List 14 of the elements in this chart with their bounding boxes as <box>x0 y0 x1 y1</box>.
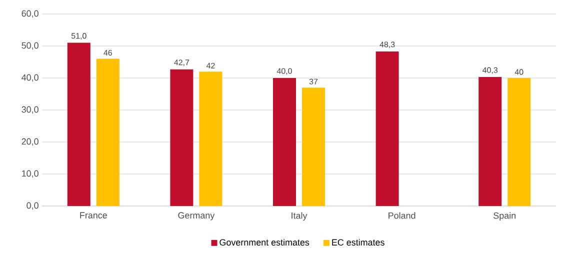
x-tick-label: France <box>80 212 107 218</box>
y-tick-label: 20,0 <box>22 138 38 146</box>
y-tick-label: 0,0 <box>26 202 38 210</box>
x-tick-label: Poland <box>388 212 416 219</box>
x-tick-label: Spain <box>494 212 516 221</box>
y-tick-label: 10,0 <box>22 170 38 178</box>
y-tick-label: 50,0 <box>22 42 38 50</box>
x-tick-label: Germany <box>178 212 215 220</box>
legend-label: Government estimates <box>220 238 310 246</box>
y-tick-label: 40,0 <box>22 74 38 82</box>
y-tick-label: 30,0 <box>22 106 38 114</box>
legend-label: EC estimates <box>332 238 384 246</box>
x-tick-label: Italy <box>292 212 308 221</box>
y-tick-label: 60,0 <box>22 10 38 18</box>
